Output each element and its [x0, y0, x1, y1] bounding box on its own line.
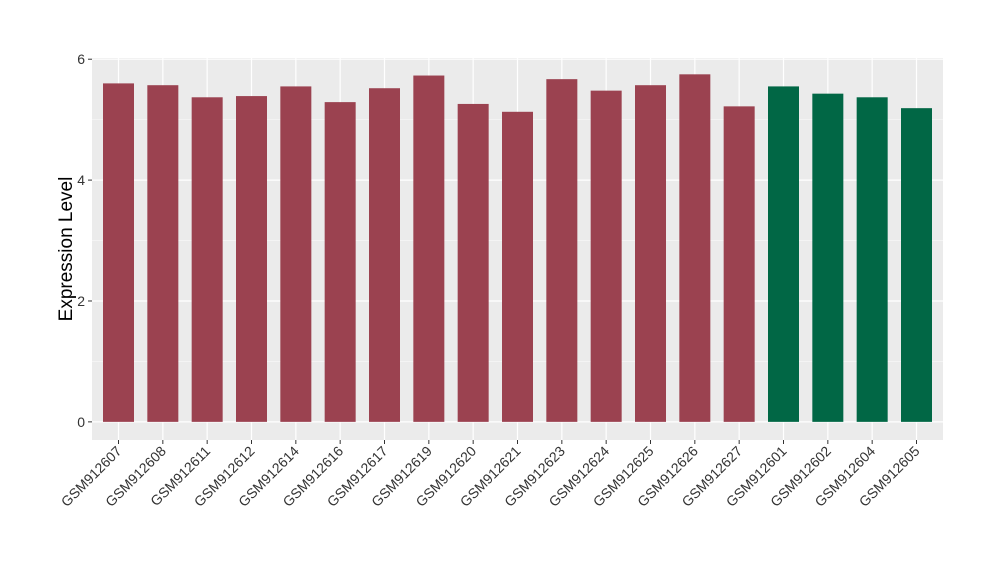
bar-GSM912602 [812, 93, 844, 422]
y-axis: 0 2 4 6 [77, 51, 92, 430]
bar-GSM912617 [369, 88, 400, 422]
bar-GSM912619 [413, 75, 445, 422]
bar-GSM912611 [191, 97, 223, 422]
bar-GSM912624 [590, 90, 622, 422]
bar-GSM912605 [901, 108, 932, 422]
bar-GSM912616 [324, 102, 356, 422]
bar-GSM912614 [280, 86, 312, 422]
bar-GSM912623 [546, 79, 578, 422]
bar-GSM912612 [236, 96, 267, 422]
bars [103, 74, 932, 422]
bar-GSM912607 [103, 83, 134, 422]
bar-GSM912604 [856, 97, 888, 422]
y-tick-label: 2 [77, 293, 85, 309]
y-tick-label: 0 [77, 414, 85, 430]
bar-GSM912608 [147, 85, 179, 422]
bar-GSM912620 [457, 103, 489, 422]
y-tick-label: 6 [77, 51, 85, 67]
x-axis: GSM912607GSM912608GSM912611GSM912612GSM9… [58, 440, 923, 510]
bar-GSM912625 [635, 85, 666, 422]
y-tick-label: 4 [77, 172, 85, 188]
y-axis-title: Expression Level [56, 177, 77, 322]
bar-GSM912601 [768, 86, 799, 422]
bar-GSM912626 [679, 74, 711, 422]
bar-GSM912621 [502, 111, 533, 422]
bar-GSM912627 [723, 106, 755, 422]
